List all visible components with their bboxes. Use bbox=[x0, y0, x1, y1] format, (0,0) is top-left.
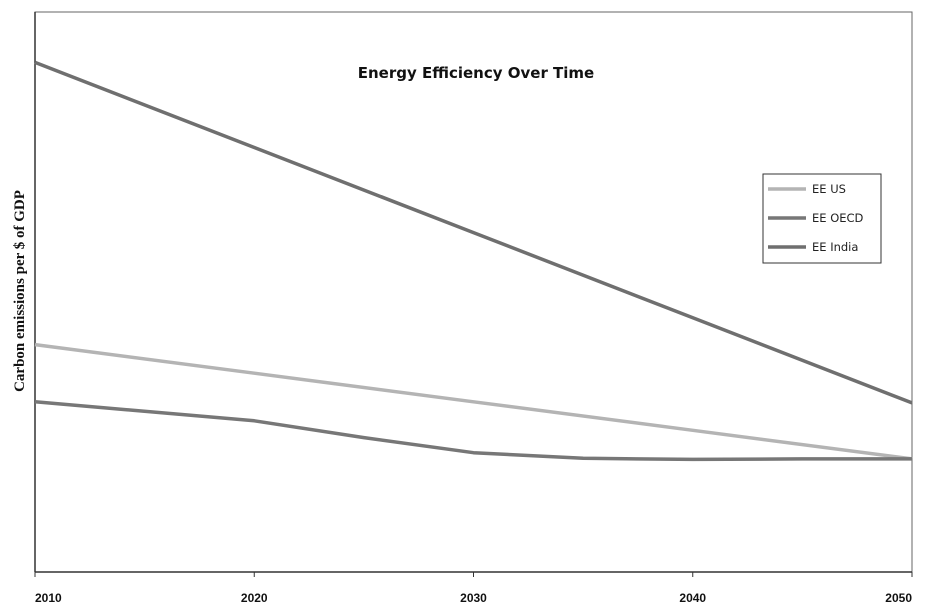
legend-label-ee-us: EE US bbox=[812, 182, 846, 196]
legend-label-ee-india: EE India bbox=[812, 240, 858, 254]
x-tick-label: 2030 bbox=[460, 591, 487, 605]
y-axis-label: Carbon emissions per $ of GDP bbox=[12, 190, 28, 392]
series-lines bbox=[34, 60, 913, 462]
series-line-ee-india bbox=[34, 60, 913, 405]
x-tick-label: 2040 bbox=[679, 591, 706, 605]
x-tick-label: 2010 bbox=[35, 591, 62, 605]
x-tick-label: 2020 bbox=[241, 591, 268, 605]
legend: EE US EE OECD EE India bbox=[762, 173, 882, 264]
x-tick-label: 2050 bbox=[885, 591, 912, 605]
legend-label-ee-oecd: EE OECD bbox=[812, 211, 864, 225]
x-axis-ticks: 2010 2020 2030 2040 2050 bbox=[34, 572, 913, 605]
series-line-ee-us bbox=[34, 342, 913, 461]
plot-area bbox=[34, 11, 913, 573]
chart-title: Energy Efficiency Over Time bbox=[358, 64, 594, 82]
series-line-ee-oecd bbox=[34, 400, 912, 462]
